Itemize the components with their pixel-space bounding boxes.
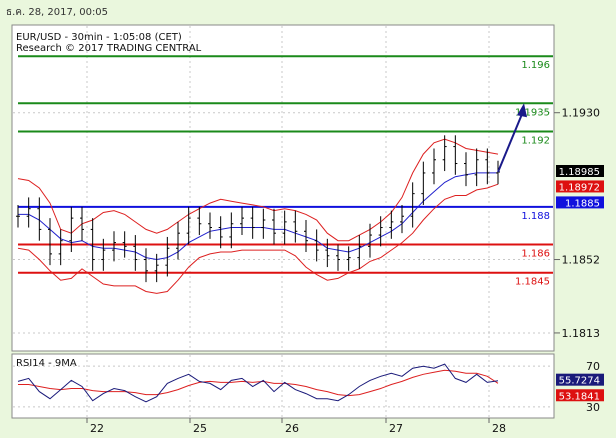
x-tick-label: 28 <box>492 422 506 435</box>
bollinger-lower-line <box>17 183 499 294</box>
rsi-tick-label: 30 <box>586 401 600 414</box>
x-tick-label: 26 <box>285 422 299 435</box>
price-bars <box>16 103 527 283</box>
rsi-ma-badge <box>556 389 604 402</box>
support-resistance-levels: 1.196 1.1935 1.192 1.188 1.186 1.1845 <box>18 55 553 288</box>
rsi-tick-label: 70 <box>586 360 600 373</box>
chart-subtitle: Research © 2017 TRADING CENTRAL <box>16 43 202 54</box>
x-tick-label: 27 <box>389 422 403 435</box>
rsi-ma-line <box>18 369 499 397</box>
timestamp: ธ.ค. 28, 2017, 00:05 <box>6 7 109 18</box>
moving-average-line <box>18 172 498 261</box>
level-label: 1.1935 <box>515 107 550 118</box>
level-label: 1.188 <box>521 211 550 222</box>
price-badge-label: 1.18985 <box>559 167 600 178</box>
bollinger-bands <box>17 138 499 294</box>
price-badge-label: 1.1885 <box>565 198 600 209</box>
chart-title: EUR/USD - 30min - 1:05:08 (CET) <box>16 32 182 43</box>
rsi-ma-badge-label: 53.1841 <box>559 391 600 402</box>
rsi-panel <box>11 353 555 419</box>
bollinger-upper-line <box>17 138 499 242</box>
rsi-badge <box>556 373 604 386</box>
rsi-title: RSI14 - 9MA <box>16 358 77 369</box>
level-label: 1.186 <box>521 248 550 259</box>
price-badges: 1.18985 1.18972 1.1885 55.7274 53.1841 <box>556 165 604 402</box>
price-badge <box>556 196 604 209</box>
x-tick-label: 25 <box>193 422 207 435</box>
rsi-line <box>17 363 499 403</box>
level-label: 1.196 <box>521 60 550 71</box>
rsi-badge-label: 55.7274 <box>559 376 600 387</box>
x-tick-label: 22 <box>90 422 104 435</box>
price-panel <box>11 24 555 352</box>
axes: 1.1930 1.1852 1.1813 22 25 26 27 28 70 30 <box>86 107 601 435</box>
forecast-arrow <box>497 108 525 173</box>
y-tick-label: 1.1813 <box>562 327 601 340</box>
level-label: 1.1845 <box>515 277 550 288</box>
rsi-lines <box>13 363 553 408</box>
price-badge <box>556 165 604 177</box>
y-tick-label: 1.1930 <box>562 107 601 120</box>
timestamp-bar: ธ.ค. 28, 2017, 00:05 <box>0 0 616 22</box>
forecast-arrow-head <box>517 103 527 118</box>
level-label: 1.192 <box>521 136 550 147</box>
price-badge <box>556 180 604 193</box>
price-badge-label: 1.18972 <box>559 182 600 193</box>
y-tick-label: 1.1852 <box>562 254 601 267</box>
